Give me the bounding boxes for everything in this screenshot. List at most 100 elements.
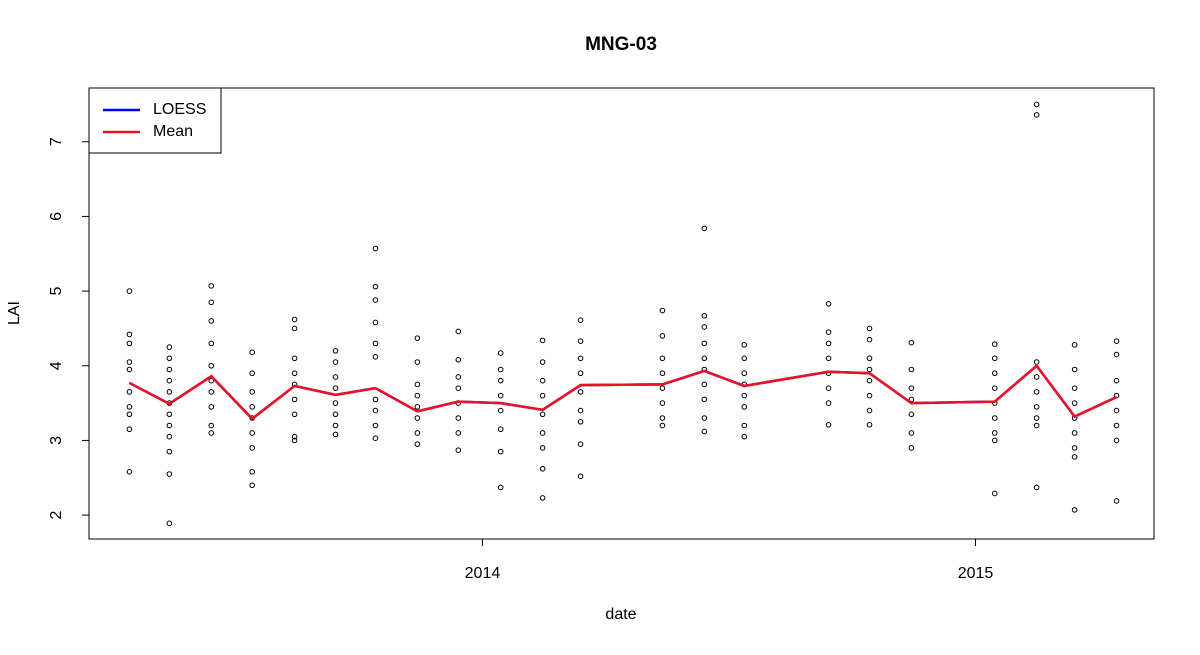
point: [497, 377, 504, 384]
y-tick-label: 7: [48, 137, 65, 146]
point: [332, 431, 339, 438]
point: [866, 325, 873, 332]
point: [497, 407, 504, 414]
point: [291, 433, 298, 440]
point: [372, 435, 379, 441]
point: [866, 407, 873, 414]
point: [291, 370, 298, 377]
point: [577, 338, 584, 344]
point: [577, 441, 584, 447]
point: [166, 411, 173, 418]
point: [372, 297, 379, 303]
y-axis-label: LAI: [6, 301, 23, 325]
point: [332, 400, 339, 406]
point: [208, 362, 215, 369]
point: [166, 520, 173, 527]
y-tick-label: 6: [48, 212, 65, 221]
point: [866, 336, 873, 343]
point: [372, 354, 379, 360]
point: [741, 422, 748, 429]
point: [701, 324, 708, 330]
point: [249, 349, 256, 356]
point: [249, 482, 256, 489]
point: [126, 366, 133, 373]
point: [539, 430, 546, 436]
point: [166, 344, 173, 350]
point: [701, 381, 708, 388]
point: [455, 328, 462, 335]
point: [332, 359, 339, 365]
point: [701, 312, 708, 319]
point: [1113, 422, 1120, 429]
point: [991, 355, 998, 362]
point: [659, 370, 666, 377]
point: [414, 392, 421, 399]
point: [126, 404, 133, 410]
point: [866, 421, 873, 428]
point: [332, 411, 339, 418]
point: [332, 385, 339, 391]
point: [455, 430, 462, 436]
point: [414, 441, 421, 447]
point: [455, 385, 462, 391]
point: [126, 340, 133, 347]
point: [1033, 101, 1040, 108]
point: [825, 300, 832, 307]
point: [701, 340, 708, 347]
point: [741, 370, 748, 377]
point: [1071, 366, 1078, 373]
point: [414, 430, 421, 436]
point: [825, 385, 832, 391]
point: [1033, 112, 1040, 118]
legend-label: LOESS: [153, 101, 206, 118]
point: [659, 333, 666, 339]
point: [166, 389, 173, 395]
point: [659, 422, 666, 429]
point: [825, 355, 832, 362]
point: [1033, 389, 1040, 395]
point: [866, 392, 873, 399]
point: [372, 396, 379, 403]
point: [208, 422, 215, 429]
point: [701, 428, 708, 435]
series-line: [128, 363, 1118, 421]
point: [908, 339, 915, 346]
point: [577, 389, 584, 395]
point: [908, 411, 915, 418]
point: [208, 377, 215, 384]
point: [249, 404, 256, 410]
y-tick-label: 3: [48, 436, 65, 445]
point: [1071, 507, 1078, 513]
point: [825, 340, 832, 347]
point: [414, 335, 421, 341]
point: [908, 366, 915, 373]
point: [208, 430, 215, 436]
point: [908, 385, 915, 391]
point: [497, 392, 504, 399]
point: [741, 342, 748, 348]
point: [249, 370, 256, 377]
point: [659, 355, 666, 362]
point: [866, 366, 873, 373]
point: [126, 288, 133, 294]
x-axis-label: date: [605, 606, 636, 623]
point: [539, 359, 546, 365]
series-line: [128, 363, 1118, 421]
point: [414, 359, 421, 365]
point: [991, 415, 998, 421]
point: [249, 445, 256, 451]
point: [701, 225, 708, 232]
point: [166, 433, 173, 440]
point: [577, 473, 584, 480]
point: [1071, 400, 1078, 406]
point: [291, 396, 298, 403]
point: [1071, 430, 1078, 436]
point: [577, 407, 584, 414]
point: [539, 392, 546, 399]
point: [126, 468, 133, 475]
point: [414, 404, 421, 410]
plot-frame: [88, 87, 1155, 540]
point: [208, 318, 215, 324]
x-tick-label: 2015: [958, 565, 994, 582]
